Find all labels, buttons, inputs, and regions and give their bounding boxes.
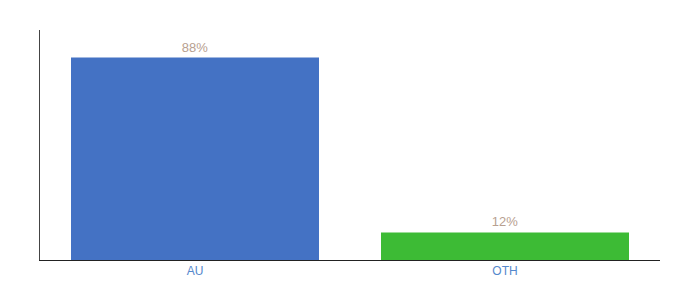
svg-text:12%: 12%: [492, 214, 518, 229]
svg-text:AU: AU: [187, 264, 204, 278]
svg-text:OTH: OTH: [492, 264, 517, 278]
svg-text:88%: 88%: [182, 40, 208, 55]
